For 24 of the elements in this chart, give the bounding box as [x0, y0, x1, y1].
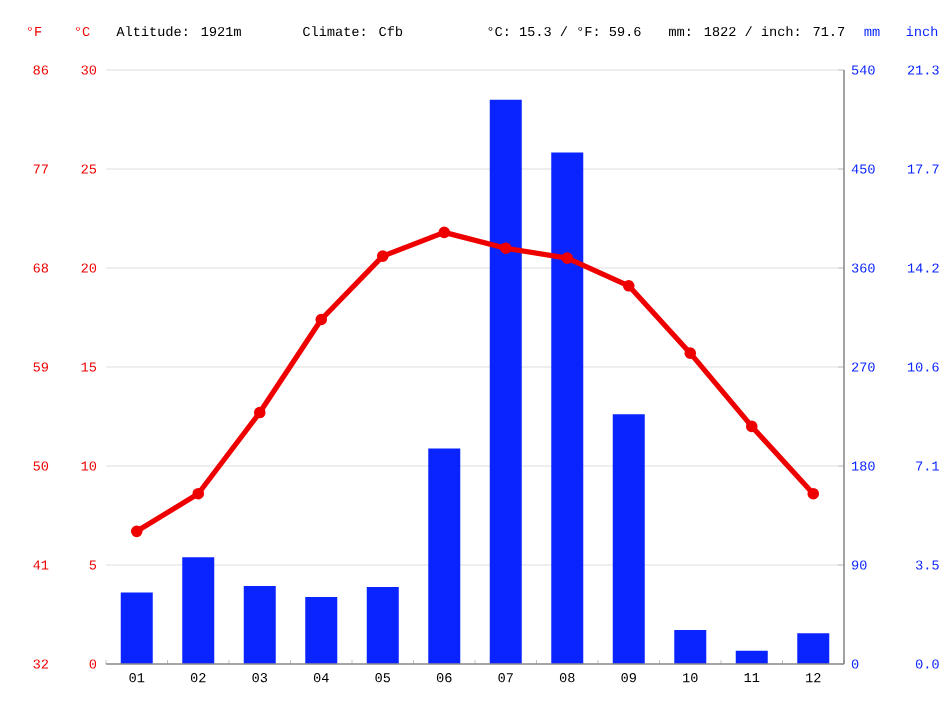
point: [192, 487, 205, 500]
bar: [305, 596, 338, 664]
bar: [182, 557, 215, 664]
point: [130, 525, 143, 538]
point: [745, 420, 758, 433]
bar: [120, 592, 153, 664]
point: [253, 406, 266, 419]
point: [807, 487, 820, 500]
bar: [551, 152, 584, 664]
point: [438, 226, 451, 239]
bar: [428, 448, 461, 664]
point: [622, 280, 635, 292]
point: [376, 250, 389, 262]
point: [684, 347, 697, 359]
bar: [489, 99, 522, 664]
bar: [797, 633, 830, 664]
bar: [366, 587, 399, 664]
bar: [612, 414, 645, 664]
bar: [735, 650, 768, 664]
bar: [674, 629, 707, 664]
point: [561, 252, 574, 264]
point: [499, 242, 512, 254]
point: [315, 313, 328, 326]
bar: [243, 585, 276, 664]
